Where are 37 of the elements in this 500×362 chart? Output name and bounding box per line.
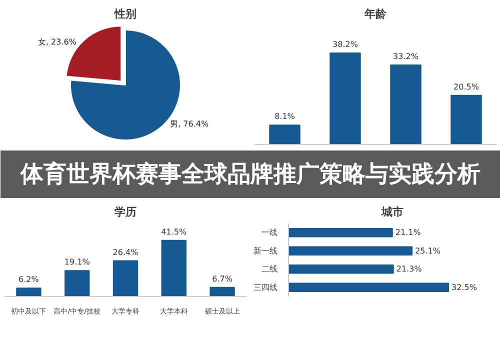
data-label: 41.5% bbox=[161, 227, 188, 236]
chart-title: 年龄 bbox=[364, 8, 388, 20]
data-label: 8.1% bbox=[274, 112, 296, 122]
bar bbox=[288, 228, 393, 238]
data-label: 38.2% bbox=[332, 40, 358, 49]
text: 体育世界杯赛事全球品牌推广策略与实践分析 bbox=[20, 160, 480, 188]
data-label: 33.2% bbox=[393, 52, 419, 61]
y-tick-label: 二线 bbox=[262, 264, 278, 274]
bar bbox=[269, 124, 300, 144]
data-label: 21.1% bbox=[395, 228, 422, 238]
slice-label: 女, 23.6% bbox=[38, 38, 77, 47]
bar bbox=[161, 240, 186, 296]
bar bbox=[330, 52, 361, 144]
data-label: 26.4% bbox=[112, 248, 139, 257]
bar bbox=[288, 282, 449, 292]
slice-label: 男, 76.4% bbox=[170, 120, 209, 129]
bar bbox=[450, 94, 482, 144]
bar bbox=[64, 270, 90, 296]
data-label: 19.1% bbox=[64, 258, 90, 267]
data-label: 21.3% bbox=[396, 264, 422, 274]
data-label: 6.7% bbox=[212, 274, 233, 284]
data-label: 6.2% bbox=[18, 275, 40, 284]
bar bbox=[16, 288, 42, 296]
bar bbox=[112, 260, 138, 296]
bar bbox=[288, 246, 413, 256]
chart-title: 学历 bbox=[114, 206, 136, 218]
chart-title: 城市 bbox=[380, 206, 404, 218]
bar bbox=[390, 64, 422, 144]
y-tick-label: 三四线 bbox=[254, 282, 278, 292]
data-label: 20.5% bbox=[454, 82, 480, 92]
y-tick-label: 一线 bbox=[262, 228, 278, 238]
y-tick-label: 新一线 bbox=[254, 246, 278, 256]
chart-title: 性别 bbox=[114, 8, 136, 20]
data-label: 25.1% bbox=[415, 246, 441, 256]
data-label: 32.5% bbox=[452, 282, 478, 292]
bar bbox=[288, 264, 394, 274]
bar bbox=[210, 286, 235, 296]
